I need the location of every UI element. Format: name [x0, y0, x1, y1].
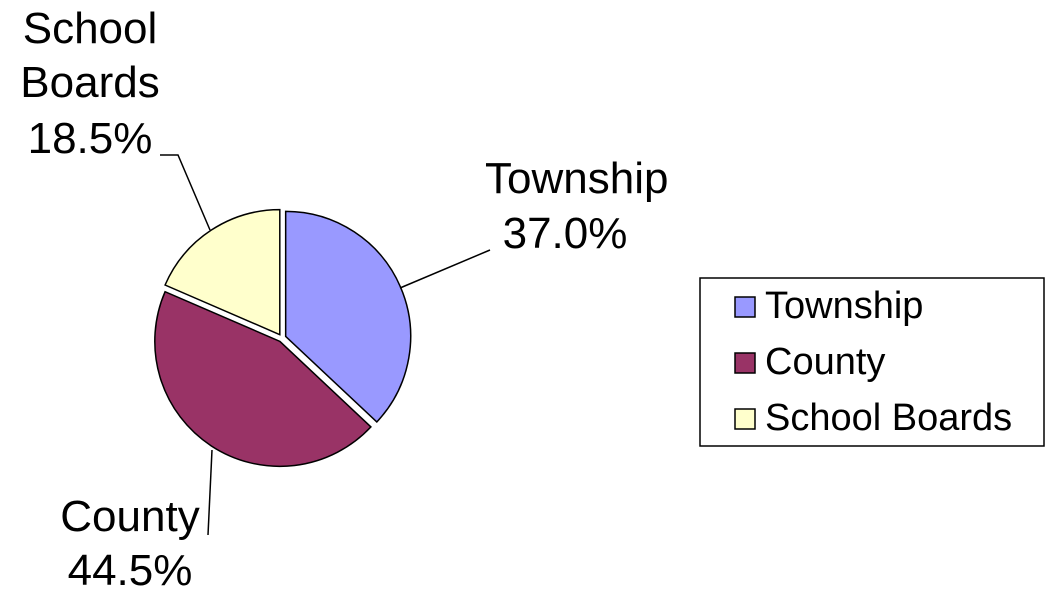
- leader-line: [207, 449, 213, 536]
- pie-slice: [284, 210, 412, 424]
- pie-slice: [154, 290, 372, 468]
- legend-swatch: [734, 352, 756, 374]
- slice-category-label: School Boards: [20, 4, 160, 107]
- slice-value-label: 37.0%: [502, 209, 628, 258]
- pie-slice: [164, 208, 281, 336]
- leader-line: [160, 154, 211, 231]
- slice-category-label: County: [60, 492, 200, 541]
- legend-label: Township: [765, 285, 924, 327]
- slice-category-label: Township: [485, 154, 669, 203]
- legend-label: School Boards: [765, 397, 1013, 439]
- slice-value-label: 18.5%: [27, 114, 153, 163]
- leader-line: [399, 249, 491, 289]
- slice-value-label: 44.5%: [67, 546, 193, 590]
- legend-label: County: [765, 341, 886, 383]
- legend-box: [699, 277, 1045, 447]
- legend-swatch: [734, 408, 756, 430]
- legend-swatch: [734, 296, 756, 318]
